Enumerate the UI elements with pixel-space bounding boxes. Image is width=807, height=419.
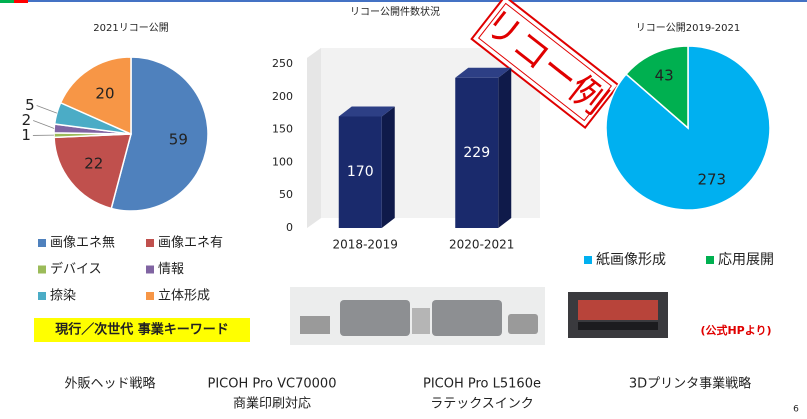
- legend-swatch: [584, 256, 592, 264]
- printer-part: [578, 300, 658, 320]
- legend-label: デバイス: [50, 261, 102, 277]
- printer-part: [300, 316, 330, 334]
- chart-title: リコー公開件数状況: [350, 5, 440, 18]
- chart-wall: [307, 48, 321, 228]
- y-tick-label: 150: [272, 123, 293, 136]
- top-bar: [0, 0, 14, 3]
- legend-swatch: [38, 266, 46, 274]
- printer-part: [432, 300, 502, 336]
- legend-label: 捺染: [50, 289, 76, 304]
- data-label: 170: [347, 164, 374, 180]
- legend-swatch: [38, 239, 46, 247]
- x-tick-label: 2018-2019: [333, 238, 398, 252]
- data-label: 43: [655, 66, 674, 84]
- legend-label: 画像エネ無: [50, 236, 115, 251]
- data-label: 22: [84, 154, 103, 172]
- printer-part: [508, 314, 538, 334]
- printer-part: [412, 308, 430, 334]
- page-number: 6: [793, 405, 799, 415]
- y-tick-label: 0: [286, 221, 293, 234]
- legend-label: 画像エネ有: [158, 236, 223, 251]
- data-label: 5: [25, 96, 35, 114]
- legend-swatch: [146, 292, 154, 300]
- legend-swatch: [146, 239, 154, 247]
- legend-swatch: [146, 266, 154, 274]
- legend-label: 紙画像形成: [596, 252, 666, 268]
- y-tick-label: 50: [279, 188, 293, 201]
- legend-label: 立体形成: [158, 289, 210, 304]
- top-bar: [14, 0, 28, 3]
- bar-side: [498, 68, 511, 228]
- data-label: 20: [95, 84, 114, 102]
- y-tick-label: 200: [272, 90, 293, 103]
- keyword-text: 現行／次世代 事業キーワード: [55, 322, 229, 338]
- caption: 3Dプリンタ事業戦略: [629, 376, 751, 392]
- caption: PICOH Pro VC70000: [208, 377, 337, 392]
- x-tick-label: 2020-2021: [449, 238, 514, 252]
- printer-part: [578, 322, 658, 330]
- chart-title: リコー公開2019-2021: [636, 22, 741, 34]
- y-tick-label: 250: [272, 57, 293, 70]
- data-label: 229: [463, 145, 490, 161]
- legend-swatch: [706, 256, 714, 264]
- source-note: (公式HPより): [700, 323, 771, 337]
- caption: 外販ヘッド戦略: [64, 376, 155, 392]
- chart-title: 2021リコー公開: [93, 22, 168, 34]
- data-label: 273: [697, 171, 726, 189]
- legend-label: 応用展開: [718, 252, 774, 268]
- caption: PICOH Pro L5160e: [423, 377, 541, 392]
- slide: リコー例 現行／次世代 事業キーワード (公式HPより) 6 2021リコー公開…: [0, 0, 807, 419]
- printer-part: [340, 300, 410, 336]
- data-label: 59: [169, 131, 188, 149]
- caption: ラテックスインク: [430, 397, 534, 412]
- legend-swatch: [38, 292, 46, 300]
- bar-side: [382, 106, 395, 228]
- caption: 商業印刷対応: [233, 396, 311, 412]
- y-tick-label: 100: [272, 155, 293, 168]
- top-bar: [28, 0, 807, 2]
- legend-label: 情報: [158, 262, 184, 277]
